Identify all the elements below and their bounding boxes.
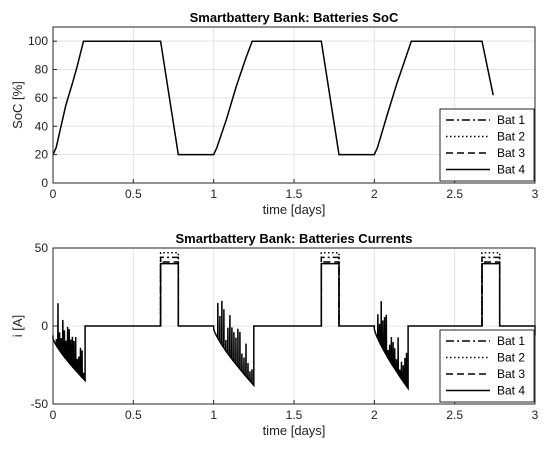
legend-label: Bat 1	[497, 334, 525, 348]
x-tick-label: 2.5	[446, 408, 463, 422]
x-tick-label: 2	[371, 408, 378, 422]
x-tick-label: 1.5	[286, 187, 303, 201]
x-axis-label: time [days]	[263, 202, 326, 217]
x-tick-label: 3	[532, 187, 539, 201]
x-tick-label: 0.5	[125, 187, 142, 201]
legend-label: Bat 4	[497, 163, 525, 177]
legend-label: Bat 4	[497, 384, 525, 398]
y-tick-label: 0	[41, 319, 48, 333]
series-line-bat-1	[159, 256, 180, 326]
soc-chart: 0 0.5 1 1.5 2 2.5 3 0 20 40 60 80 100 Smartbattery Ba…	[10, 10, 539, 217]
legend: Bat 1 Bat 2 Bat 3 Bat 4	[439, 329, 535, 403]
y-axis-label: SoC [%]	[10, 81, 25, 129]
series-line-bat-3	[481, 261, 501, 326]
series-line-bat-3	[159, 261, 180, 326]
legend: Bat 1 Bat 2 Bat 3 Bat 4	[439, 108, 535, 182]
chart-title: Smartbattery Bank: Batteries Currents	[176, 231, 413, 246]
x-tick-label: 2	[371, 187, 378, 201]
y-tick-label: 50	[35, 241, 49, 255]
chart-title: Smartbattery Bank: Batteries SoC	[190, 10, 399, 25]
legend-label: Bat 3	[497, 367, 525, 381]
y-tick-label: 40	[35, 119, 49, 133]
series-line-bat-1	[320, 256, 340, 326]
legend-label: Bat 1	[497, 113, 525, 127]
y-tick-label: 0	[41, 176, 48, 190]
legend-label: Bat 2	[497, 351, 525, 365]
y-tick-label: 80	[35, 63, 49, 77]
y-tick-label: -50	[31, 397, 49, 411]
y-tick-label: 20	[35, 148, 49, 162]
x-axis-label: time [days]	[263, 423, 326, 438]
series-line-bat-3	[320, 261, 340, 326]
y-tick-label: 100	[28, 34, 48, 48]
y-axis-label: i [A]	[10, 315, 25, 337]
x-tick-label: 3	[532, 408, 539, 422]
x-tick-label: 1	[210, 187, 217, 201]
legend-label: Bat 2	[497, 130, 525, 144]
x-tick-label: 1	[210, 408, 217, 422]
y-tick-label: 60	[35, 91, 49, 105]
legend-label: Bat 3	[497, 146, 525, 160]
x-tick-label: 0	[50, 408, 57, 422]
x-tick-label: 1.5	[286, 408, 303, 422]
series-line-bat-4	[52, 40, 494, 156]
x-tick-label: 0.5	[125, 408, 142, 422]
series-line-bat-1	[481, 256, 501, 326]
x-tick-label: 0	[50, 187, 57, 201]
x-tick-label: 2.5	[446, 187, 463, 201]
series-line-bat-4	[52, 262, 536, 391]
